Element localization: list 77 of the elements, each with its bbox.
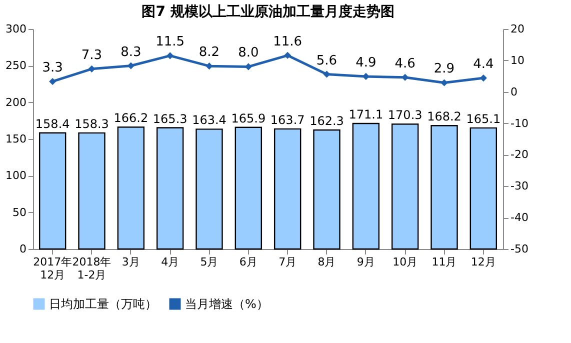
y2-tick-label: -10 bbox=[510, 116, 528, 130]
x-tick-label: 7月 bbox=[278, 256, 297, 268]
data-label: 165.3 bbox=[152, 112, 188, 126]
point bbox=[206, 62, 213, 70]
data-label: 4.4 bbox=[473, 57, 494, 72]
data-label: 11.5 bbox=[156, 34, 185, 50]
point bbox=[49, 78, 56, 86]
data-label: 171.1 bbox=[348, 108, 384, 122]
point bbox=[402, 74, 409, 81]
x-tick-label: 8月 bbox=[318, 256, 336, 268]
data-label: 162.3 bbox=[310, 114, 344, 128]
data-label: 4.9 bbox=[356, 55, 376, 70]
y-tick-label: 300 bbox=[6, 22, 26, 36]
data-label: 158.3 bbox=[74, 116, 109, 131]
bar bbox=[234, 126, 262, 250]
bar bbox=[430, 125, 458, 250]
x-tick-label: 9月 bbox=[356, 256, 375, 268]
x-tick-label: 3月 bbox=[122, 256, 140, 268]
data-label: 7.3 bbox=[81, 48, 102, 63]
bar bbox=[78, 132, 106, 250]
data-label: 163.7 bbox=[270, 112, 305, 127]
data-label: 168.2 bbox=[427, 110, 462, 124]
y-tick-label: 100 bbox=[6, 169, 26, 182]
y-tick-label: 50 bbox=[12, 206, 26, 219]
y2-tick-label: -40 bbox=[510, 211, 528, 224]
data-label: 158.4 bbox=[35, 116, 70, 131]
y2-tick-label: 0 bbox=[510, 85, 518, 98]
data-label: 5.6 bbox=[316, 53, 338, 68]
x-tick-label: 5月 bbox=[200, 256, 218, 268]
y2-tick-label: 20 bbox=[510, 22, 524, 36]
point bbox=[166, 52, 174, 60]
x-tick-label: 12月 bbox=[470, 256, 496, 268]
y2-tick-label: 10 bbox=[510, 54, 524, 67]
bar bbox=[391, 124, 419, 250]
bar bbox=[352, 122, 380, 250]
bar bbox=[470, 127, 498, 250]
data-label: 11.6 bbox=[273, 34, 302, 50]
y-tick-label: 200 bbox=[6, 96, 26, 109]
point bbox=[284, 52, 292, 59]
data-label: 2.9 bbox=[434, 62, 455, 77]
data-label: 8.3 bbox=[120, 44, 142, 60]
bar bbox=[117, 126, 145, 250]
x-tick-label: 2018年 1-2月 bbox=[72, 256, 112, 282]
data-label: 163.4 bbox=[192, 113, 226, 128]
data-label: 4.6 bbox=[394, 56, 416, 72]
legend-label: 日均加工量（万吨） bbox=[49, 297, 157, 311]
point bbox=[323, 70, 330, 78]
data-label: 165.1 bbox=[466, 112, 501, 126]
y-tick-label: 150 bbox=[6, 132, 26, 146]
data-label: 166.2 bbox=[114, 111, 148, 126]
point bbox=[88, 65, 96, 72]
x-tick-label: 10月 bbox=[392, 256, 418, 268]
bar bbox=[196, 128, 223, 250]
point bbox=[362, 72, 370, 80]
y-tick-label: 0 bbox=[20, 242, 26, 256]
data-label: 8.0 bbox=[238, 46, 259, 61]
x-tick-label: 6月 bbox=[239, 256, 258, 268]
point bbox=[127, 62, 134, 70]
point bbox=[440, 79, 448, 86]
legend-label: 当月增速（%） bbox=[185, 297, 268, 311]
y2-tick-label: -50 bbox=[510, 242, 528, 256]
data-label: 8.2 bbox=[198, 45, 220, 60]
y2-tick-label: -20 bbox=[510, 148, 528, 162]
x-tick-label: 11月 bbox=[432, 256, 457, 268]
x-tick-label: 4月 bbox=[161, 256, 180, 268]
x-tick-label: 2017年 12月 bbox=[33, 256, 72, 282]
y-tick-label: 250 bbox=[6, 59, 26, 72]
data-label: 165.9 bbox=[231, 111, 266, 126]
bar bbox=[313, 129, 340, 250]
y2-tick-label: -30 bbox=[510, 180, 528, 193]
bar bbox=[274, 128, 302, 250]
bar bbox=[38, 132, 66, 250]
chart-title: 图7 规模以上工业原油加工量月度走势图 bbox=[142, 3, 394, 20]
data-label: 170.3 bbox=[388, 108, 422, 122]
data-label: 3.3 bbox=[42, 60, 63, 76]
point bbox=[480, 74, 487, 82]
bar bbox=[156, 127, 184, 250]
